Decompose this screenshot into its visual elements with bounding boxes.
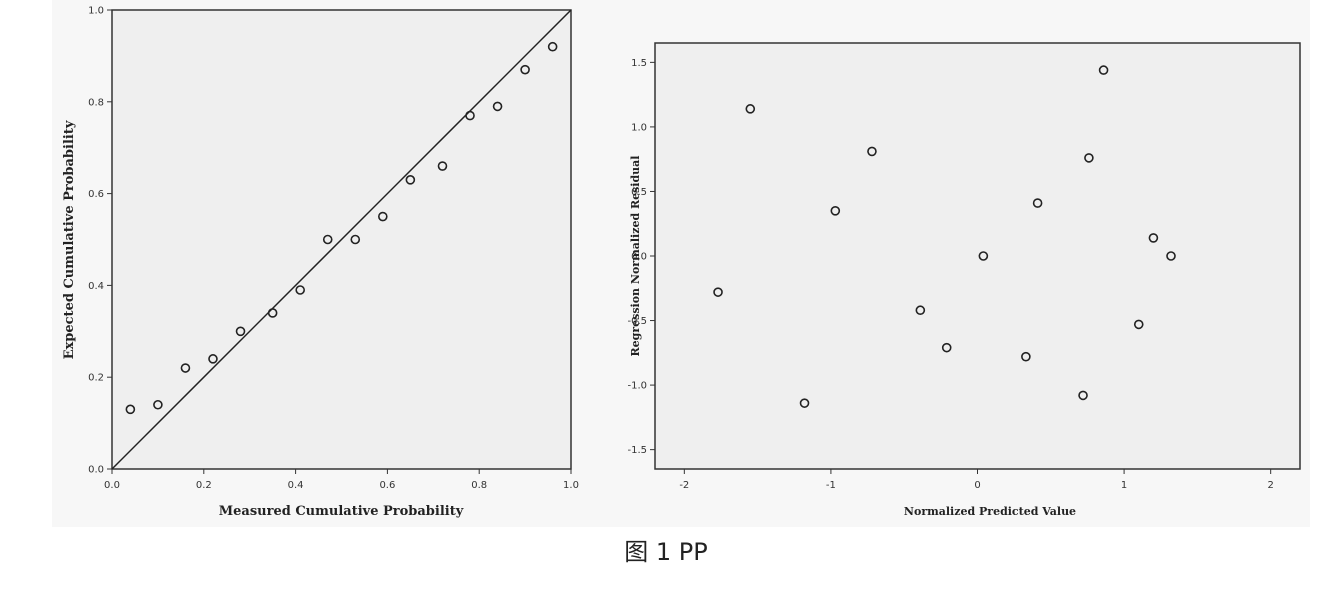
pp-y-tick-label: 0.6 <box>88 189 104 200</box>
residual-y-tick-label: 1.0 <box>631 122 647 133</box>
residual-data-point <box>745 104 756 114</box>
pp-x-tick-label: 0.8 <box>471 480 487 491</box>
residual-plot-area <box>654 42 1301 470</box>
pp-reference-line <box>111 9 572 470</box>
pp-data-point <box>547 41 558 52</box>
residual-x-tick-label: 0 <box>974 480 980 491</box>
pp-data-point <box>350 234 361 245</box>
residual-y-tick-label: -0.5 <box>627 316 647 327</box>
pp-x-tick-label: 0.2 <box>196 480 212 491</box>
pp-data-point <box>208 354 218 364</box>
pp-x-ticks: 0.0 0.2 0.4 0.6 0.8 1.0 <box>104 469 579 491</box>
pp-data-point <box>267 308 278 318</box>
pp-data-point <box>322 234 333 245</box>
residual-data-point <box>713 287 723 297</box>
pp-y-tick-label: 0.8 <box>88 97 104 108</box>
pp-x-axis-label: Measured Cumulative Probability <box>219 504 464 519</box>
pp-x-tick-label: 0.4 <box>288 480 304 491</box>
residual-data-point <box>1148 233 1159 243</box>
pp-points <box>125 41 558 415</box>
residual-points <box>713 65 1176 408</box>
residual-data-point <box>867 146 877 157</box>
residual-y-tick-label: -1.0 <box>627 381 647 392</box>
residual-y-tick-label: 1.5 <box>631 58 647 69</box>
pp-data-point <box>437 161 448 171</box>
residual-data-point <box>799 398 810 408</box>
residual-x-tick-label: -2 <box>679 480 689 491</box>
residual-y-tick-label: 0.0 <box>631 252 647 263</box>
residual-data-point <box>978 251 989 261</box>
pp-data-point <box>235 326 246 337</box>
pp-y-tick-label: 0.4 <box>88 281 104 292</box>
residual-data-point <box>1166 251 1176 261</box>
residual-y-axis-label: Regression Normalized Residual <box>629 156 642 357</box>
pp-data-point <box>492 101 503 112</box>
pp-data-point <box>405 175 416 185</box>
residual-data-point <box>941 342 952 353</box>
pp-data-point <box>520 64 530 75</box>
residual-data-point <box>1133 319 1144 330</box>
residual-x-axis-label: Normalized Predicted Value <box>904 505 1076 518</box>
pp-data-point <box>180 363 191 373</box>
residual-data-point <box>1078 390 1088 401</box>
residual-x-tick-label: 1 <box>1121 480 1127 491</box>
residual-x-tick-label: -1 <box>826 480 836 491</box>
pp-data-point <box>125 404 136 415</box>
pp-y-ticks: 0.0 0.2 0.4 0.6 0.8 1.0 <box>88 6 112 476</box>
residual-y-tick-label: -1.5 <box>627 445 647 456</box>
residual-data-point <box>830 206 841 216</box>
pp-plot: 0.0 0.2 0.4 0.6 0.8 1.0 0.0 0.2 0.4 0.6 0.8 1.0 Me… <box>62 6 579 520</box>
pp-x-tick-label: 0.0 <box>104 480 120 491</box>
pp-y-tick-label: 0.2 <box>88 373 104 384</box>
residual-y-tick-label: 0.5 <box>631 187 647 198</box>
figure-caption: 图 1 PP <box>624 538 708 566</box>
pp-y-tick-label: 0.0 <box>88 465 104 476</box>
residual-data-point <box>1021 351 1031 362</box>
pp-x-tick-label: 1.0 <box>563 480 579 491</box>
residual-x-ticks: -2 -1 0 1 2 <box>679 469 1274 491</box>
pp-x-tick-label: 0.6 <box>379 480 395 491</box>
pp-data-point <box>295 285 305 295</box>
residual-plot: -2 -1 0 1 2 -1.5 -1.0 -0.5 0.0 0.5 1.0 1.5 Normali… <box>627 42 1301 518</box>
pp-data-point <box>153 399 163 410</box>
residual-x-tick-label: 2 <box>1267 480 1273 491</box>
residual-y-ticks: -1.5 -1.0 -0.5 0.0 0.5 1.0 1.5 <box>627 58 655 456</box>
pp-y-axis-label: Expected Cumulative Probability <box>62 120 77 359</box>
residual-data-point <box>1098 65 1109 75</box>
residual-data-point <box>915 305 926 316</box>
pp-data-point <box>378 211 388 222</box>
pp-y-tick-label: 1.0 <box>88 6 104 17</box>
residual-data-point <box>1032 198 1043 208</box>
pp-data-point <box>465 110 475 121</box>
residual-data-point <box>1084 153 1094 163</box>
